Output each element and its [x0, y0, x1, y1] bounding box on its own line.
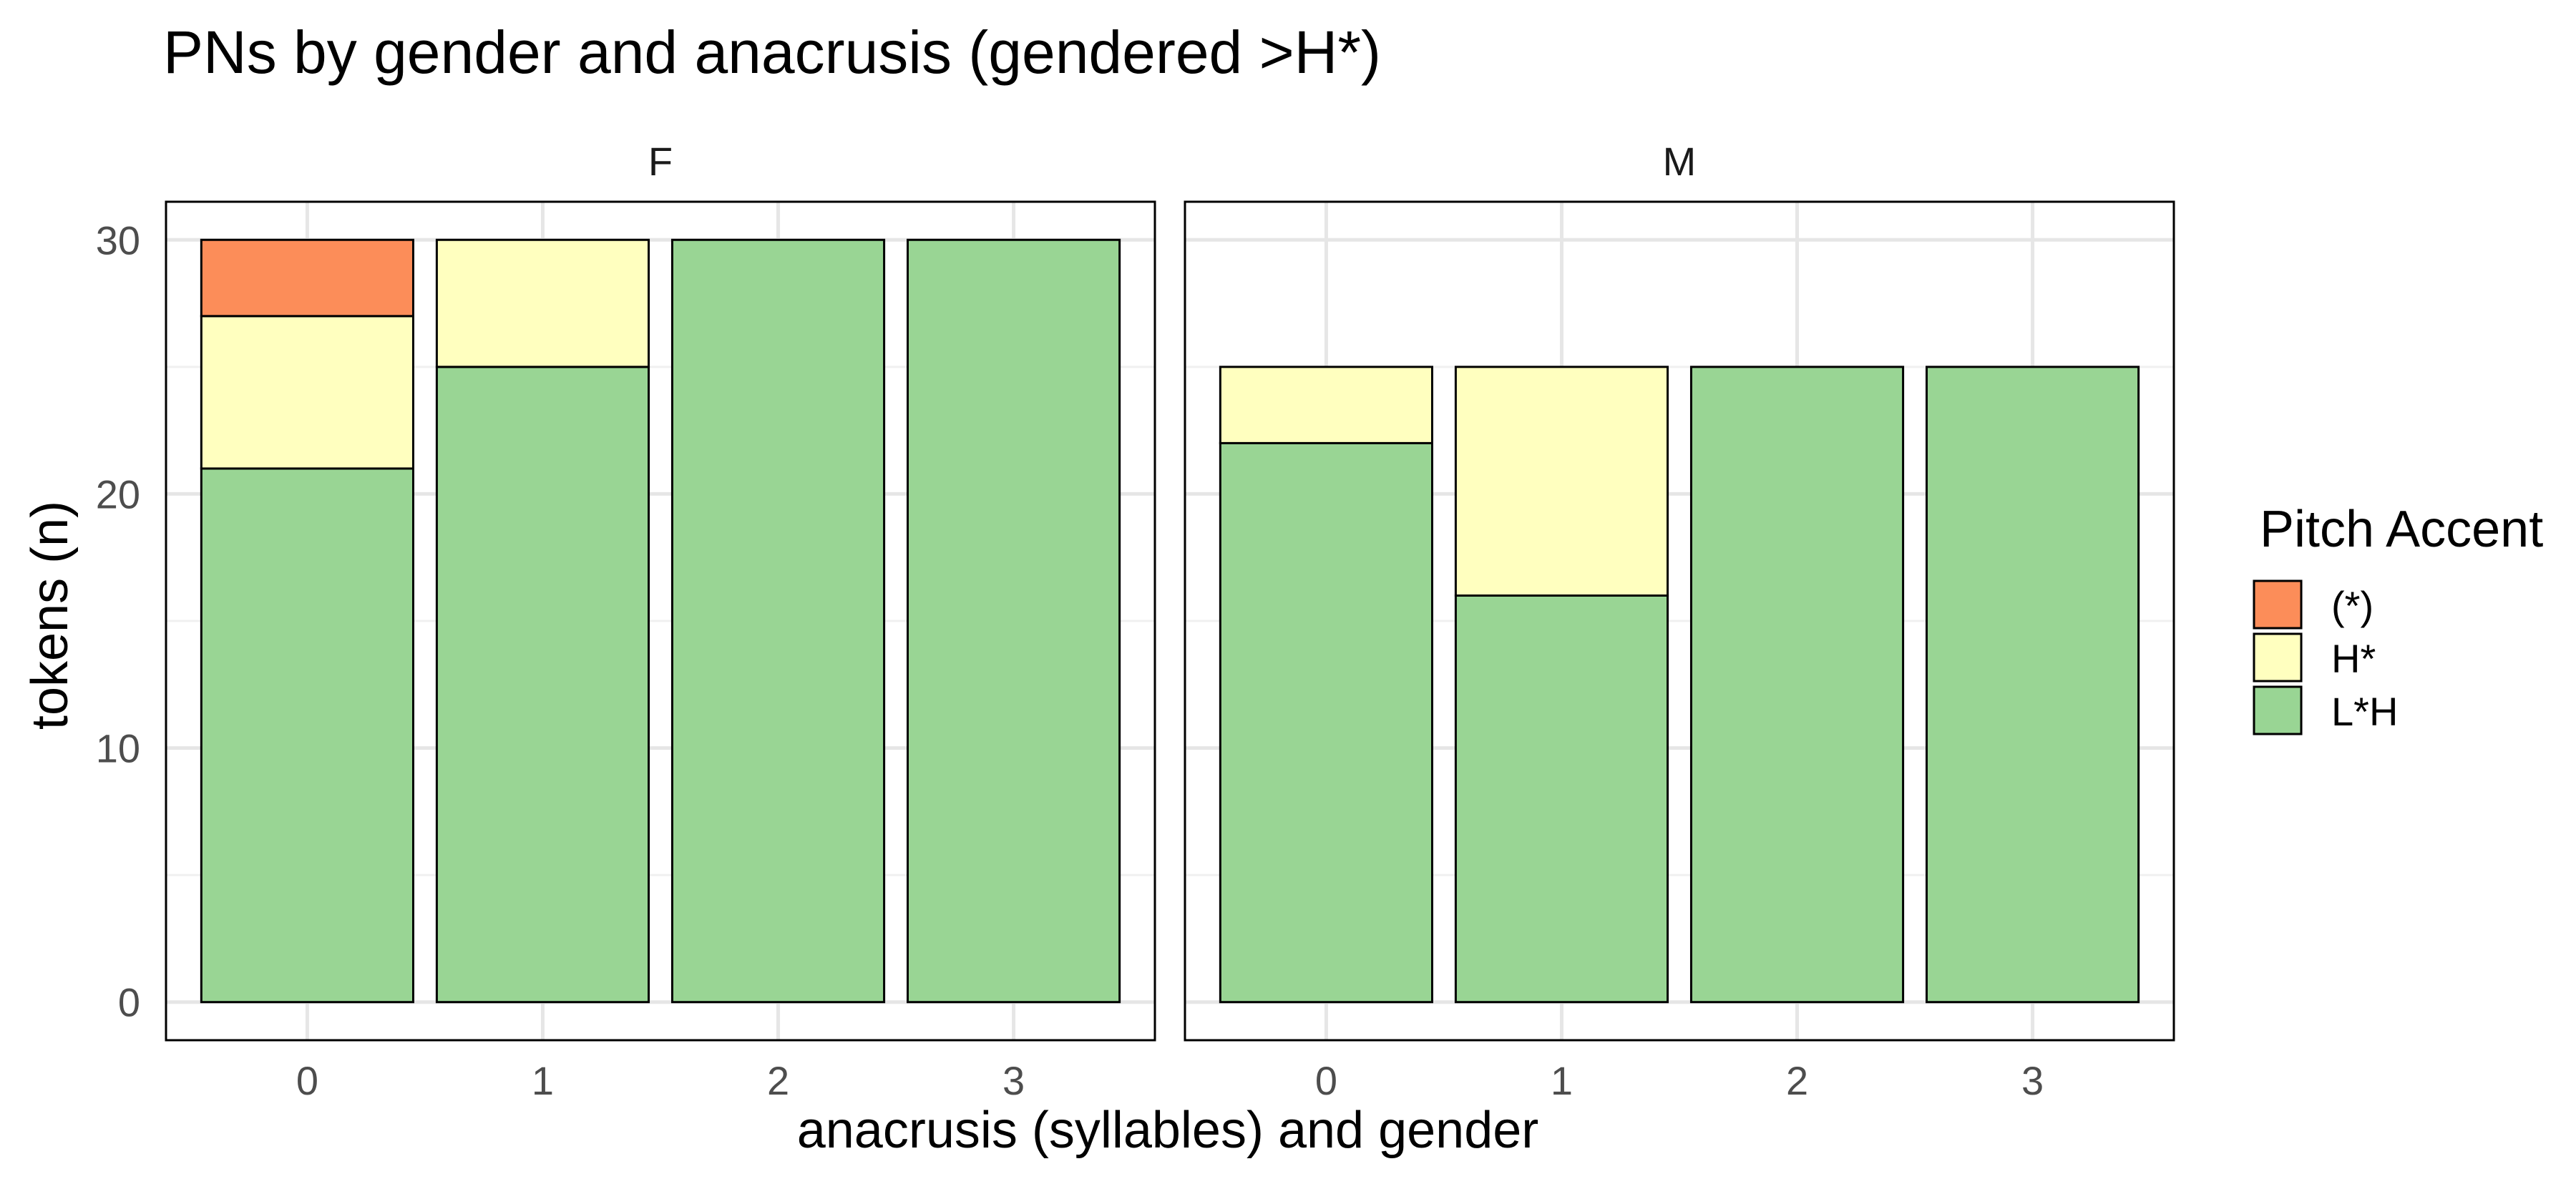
bar-segment — [907, 238, 1121, 1004]
x-tick-label: 0 — [1315, 1058, 1337, 1103]
chart-title: PNs by gender and anacrusis (gendered >H… — [163, 19, 1381, 86]
x-axis-title: anacrusis (syllables) and gender — [797, 1102, 1539, 1159]
legend-swatch — [2253, 579, 2303, 630]
bar-segment — [1454, 594, 1669, 1004]
legend: Pitch Accent (*) H* L*H — [2253, 501, 2543, 735]
x-tick-label: 3 — [2021, 1058, 2044, 1103]
bar-segment — [200, 467, 414, 1004]
facet-label: F — [648, 139, 673, 184]
bar-segment — [1454, 366, 1669, 597]
legend-swatch — [2253, 632, 2303, 682]
legend-title: Pitch Accent — [2260, 501, 2543, 558]
x-tick-label: 2 — [1786, 1058, 1808, 1103]
bar-segment — [1219, 441, 1434, 1004]
legend-label: (*) — [2331, 583, 2373, 628]
x-tick-label: 1 — [1551, 1058, 1573, 1103]
panel-border — [165, 200, 1156, 1042]
bar-segment — [1926, 366, 2140, 1004]
facet-label: M — [1663, 139, 1697, 184]
bar-segment — [1219, 366, 1434, 444]
y-tick-label: 10 — [96, 726, 140, 771]
y-tick-label: 20 — [96, 471, 140, 517]
bar-segment — [435, 366, 650, 1004]
panel-border — [1184, 200, 2175, 1042]
x-tick-label: 0 — [296, 1058, 318, 1103]
panel-f: F 0 1 2 3 — [165, 139, 1156, 1103]
legend-label: H* — [2331, 636, 2376, 681]
x-tick-label: 2 — [767, 1058, 789, 1103]
bar-segment — [435, 238, 650, 368]
bar-segment — [200, 315, 414, 470]
y-axis-title: tokens (n) — [21, 501, 79, 730]
bar-segment — [200, 238, 414, 318]
panel-m: M 0 1 2 3 — [1184, 139, 2175, 1103]
legend-label: L*H — [2331, 689, 2398, 734]
x-tick-label: 3 — [1002, 1058, 1025, 1103]
y-tick-label: 30 — [96, 217, 140, 263]
y-tick-label: 0 — [118, 980, 140, 1025]
legend-swatch — [2253, 685, 2303, 735]
bar-segment — [670, 238, 886, 1004]
x-tick-label: 1 — [532, 1058, 554, 1103]
bar-segment — [1689, 366, 1905, 1004]
